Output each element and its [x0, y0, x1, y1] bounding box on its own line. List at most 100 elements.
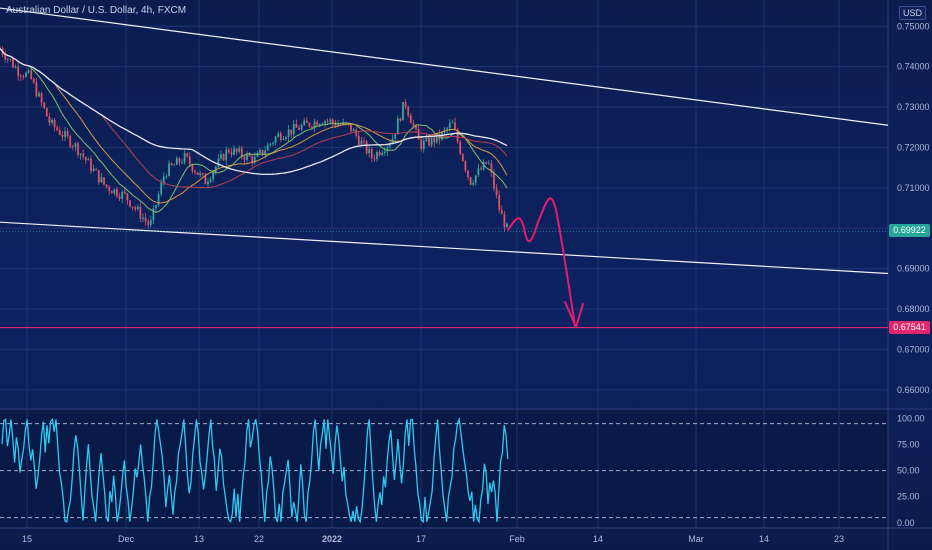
currency-label[interactable]: USD	[899, 6, 927, 20]
candle-body	[360, 140, 363, 145]
candle-body	[407, 106, 410, 116]
candle-body	[152, 208, 155, 221]
candle-body	[422, 140, 425, 150]
oscillator-tick-label: 75.00	[897, 439, 920, 449]
x-tick-label: 14	[593, 534, 603, 544]
candle-body	[230, 152, 233, 155]
y-tick-label: 0.73000	[897, 102, 930, 112]
candle-body	[233, 148, 235, 155]
candle-body	[269, 143, 272, 145]
candle-body	[123, 191, 126, 194]
candle-body	[498, 194, 501, 210]
candle-body	[19, 75, 22, 77]
candle-body	[61, 134, 64, 137]
candle-body	[482, 161, 485, 170]
candle-body	[381, 152, 384, 156]
candle-body	[261, 149, 264, 155]
candle-body	[326, 121, 329, 122]
candle-body	[27, 70, 30, 73]
candle-body	[56, 127, 59, 131]
candle-body	[131, 206, 134, 208]
candle-body	[95, 168, 98, 171]
candle-body	[370, 149, 373, 159]
candle-body	[253, 156, 256, 163]
candle-body	[324, 121, 326, 124]
candle-body	[378, 151, 381, 156]
x-tick-label: Mar	[688, 534, 704, 544]
candle-body	[32, 79, 35, 83]
candle-body	[181, 162, 183, 164]
candle-body	[485, 161, 488, 164]
candle-body	[4, 54, 7, 60]
candle-body	[474, 175, 477, 183]
candle-body	[277, 133, 280, 138]
candle-body	[25, 72, 27, 77]
candle-body	[412, 123, 415, 126]
oscillator-tick-label: 100.00	[897, 413, 925, 423]
candle-body	[417, 128, 420, 140]
candle-body	[308, 122, 311, 127]
candle-body	[373, 158, 376, 160]
candle-body	[90, 158, 92, 171]
candle-body	[461, 153, 464, 162]
candle-body	[238, 148, 241, 152]
y-tick-label: 0.67000	[897, 344, 930, 354]
candle-body	[456, 129, 459, 142]
channel-trendline	[0, 221, 889, 275]
candle-body	[191, 164, 194, 172]
candle-body	[147, 221, 150, 225]
candle-body	[220, 154, 222, 159]
y-tick-label: 0.69000	[897, 264, 930, 274]
oscillator-tick-label: 50.00	[897, 466, 920, 476]
candle-body	[157, 194, 160, 206]
candle-body	[454, 122, 456, 130]
candle-body	[298, 127, 300, 130]
candle-body	[79, 153, 82, 156]
candle-body	[186, 153, 189, 157]
candle-body	[305, 120, 308, 123]
x-tick-label: 23	[834, 534, 844, 544]
candle-body	[409, 115, 412, 124]
candle-body	[9, 59, 12, 60]
candle-body	[459, 141, 462, 154]
candle-body	[435, 133, 438, 143]
candle-body	[433, 137, 436, 143]
candle-body	[480, 168, 482, 170]
oscillator-tick-label: 25.00	[897, 492, 920, 502]
candle-body	[313, 121, 316, 128]
candle-body	[142, 217, 144, 219]
candle-body	[399, 118, 402, 121]
candle-body	[355, 129, 358, 136]
candle-body	[100, 177, 103, 183]
candle-body	[477, 168, 480, 176]
level-price-tag: 0.67541	[889, 320, 930, 334]
candle-body	[287, 129, 290, 138]
candle-body	[376, 151, 378, 160]
x-tick-label: 13	[194, 534, 204, 544]
candle-body	[321, 123, 324, 125]
candle-body	[394, 134, 397, 139]
x-tick-label: 14	[759, 534, 769, 544]
candle-body	[134, 207, 137, 209]
candle-body	[386, 146, 389, 152]
candle-body	[113, 189, 116, 194]
candle-body	[415, 125, 417, 129]
candle-body	[118, 196, 121, 199]
x-tick-label: 17	[416, 534, 426, 544]
candle-body	[311, 126, 313, 128]
candle-body	[129, 200, 131, 207]
candle-body	[160, 182, 163, 195]
candle-body	[105, 184, 108, 187]
candle-body	[45, 108, 48, 117]
candle-body	[285, 137, 287, 139]
x-tick-label: Feb	[509, 534, 525, 544]
candle-body	[139, 206, 142, 219]
candle-body	[500, 209, 503, 215]
candle-body	[194, 171, 196, 173]
candle-body	[467, 170, 469, 178]
candle-body	[389, 144, 391, 147]
candle-body	[490, 163, 493, 173]
candle-body	[17, 67, 20, 76]
